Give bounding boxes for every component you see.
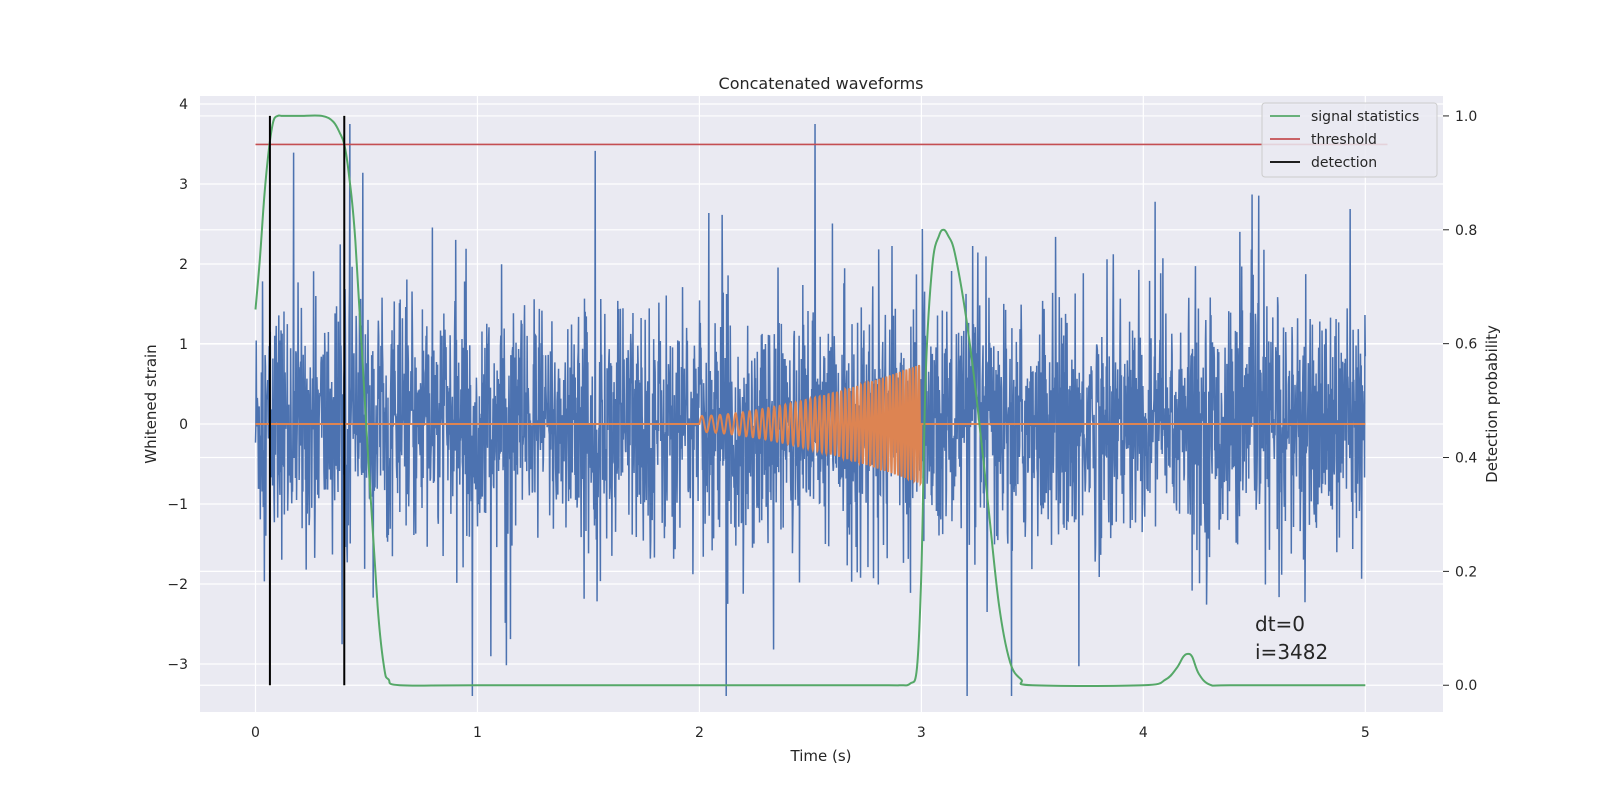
y-tick-label: 4 — [179, 97, 188, 113]
y-tick-label: −3 — [167, 657, 188, 673]
y-tick-label: 1 — [179, 337, 188, 353]
x-tick-label: 0 — [251, 725, 260, 741]
y-right-tick-label: 1.0 — [1455, 109, 1477, 125]
y-right-tick-label: 0.2 — [1455, 564, 1477, 580]
y-right-tick-label: 0.8 — [1455, 223, 1477, 239]
y-right-tick-label: 0.4 — [1455, 451, 1477, 467]
y-tick-label: −1 — [167, 497, 188, 513]
legend: signal statistics threshold detection — [1261, 102, 1438, 178]
series-layer — [254, 114, 1388, 697]
y-tick-label: 2 — [179, 257, 188, 273]
x-tick-label: 4 — [1139, 725, 1148, 741]
y-tick-label: −2 — [167, 577, 188, 593]
y-tick-label: 3 — [179, 177, 188, 193]
series-injected-waveform — [255, 364, 1366, 487]
annotation-dt: dt=0 — [1255, 612, 1305, 636]
y-right-tick-label: 0.6 — [1455, 337, 1477, 353]
ticks: 0 1 2 3 4 5 −3 −2 −1 0 1 2 3 4 0.0 0.2 0.4 0.6 0.8 1.0 — [167, 97, 1477, 741]
legend-threshold: threshold — [1311, 132, 1377, 148]
x-tick-label: 5 — [1361, 725, 1370, 741]
series-signal-statistics — [254, 114, 1366, 687]
y-tick-label: 0 — [179, 417, 188, 433]
series-whitened-strain — [254, 123, 1367, 697]
legend-signal-statistics: signal statistics — [1311, 109, 1419, 125]
x-tick-label: 2 — [695, 725, 704, 741]
y-right-tick-label: 0.0 — [1455, 678, 1477, 694]
chart-title: Concatenated waveforms — [719, 74, 924, 93]
y-axis-right-label: Detection probability — [1483, 325, 1501, 483]
annotation-i: i=3482 — [1255, 640, 1328, 664]
x-tick-label: 3 — [917, 725, 926, 741]
x-axis-label: Time (s) — [790, 747, 852, 765]
legend-box — [1261, 102, 1438, 178]
x-tick-label: 1 — [473, 725, 482, 741]
legend-detection: detection — [1311, 155, 1377, 171]
y-axis-label: Whitened strain — [142, 344, 160, 463]
